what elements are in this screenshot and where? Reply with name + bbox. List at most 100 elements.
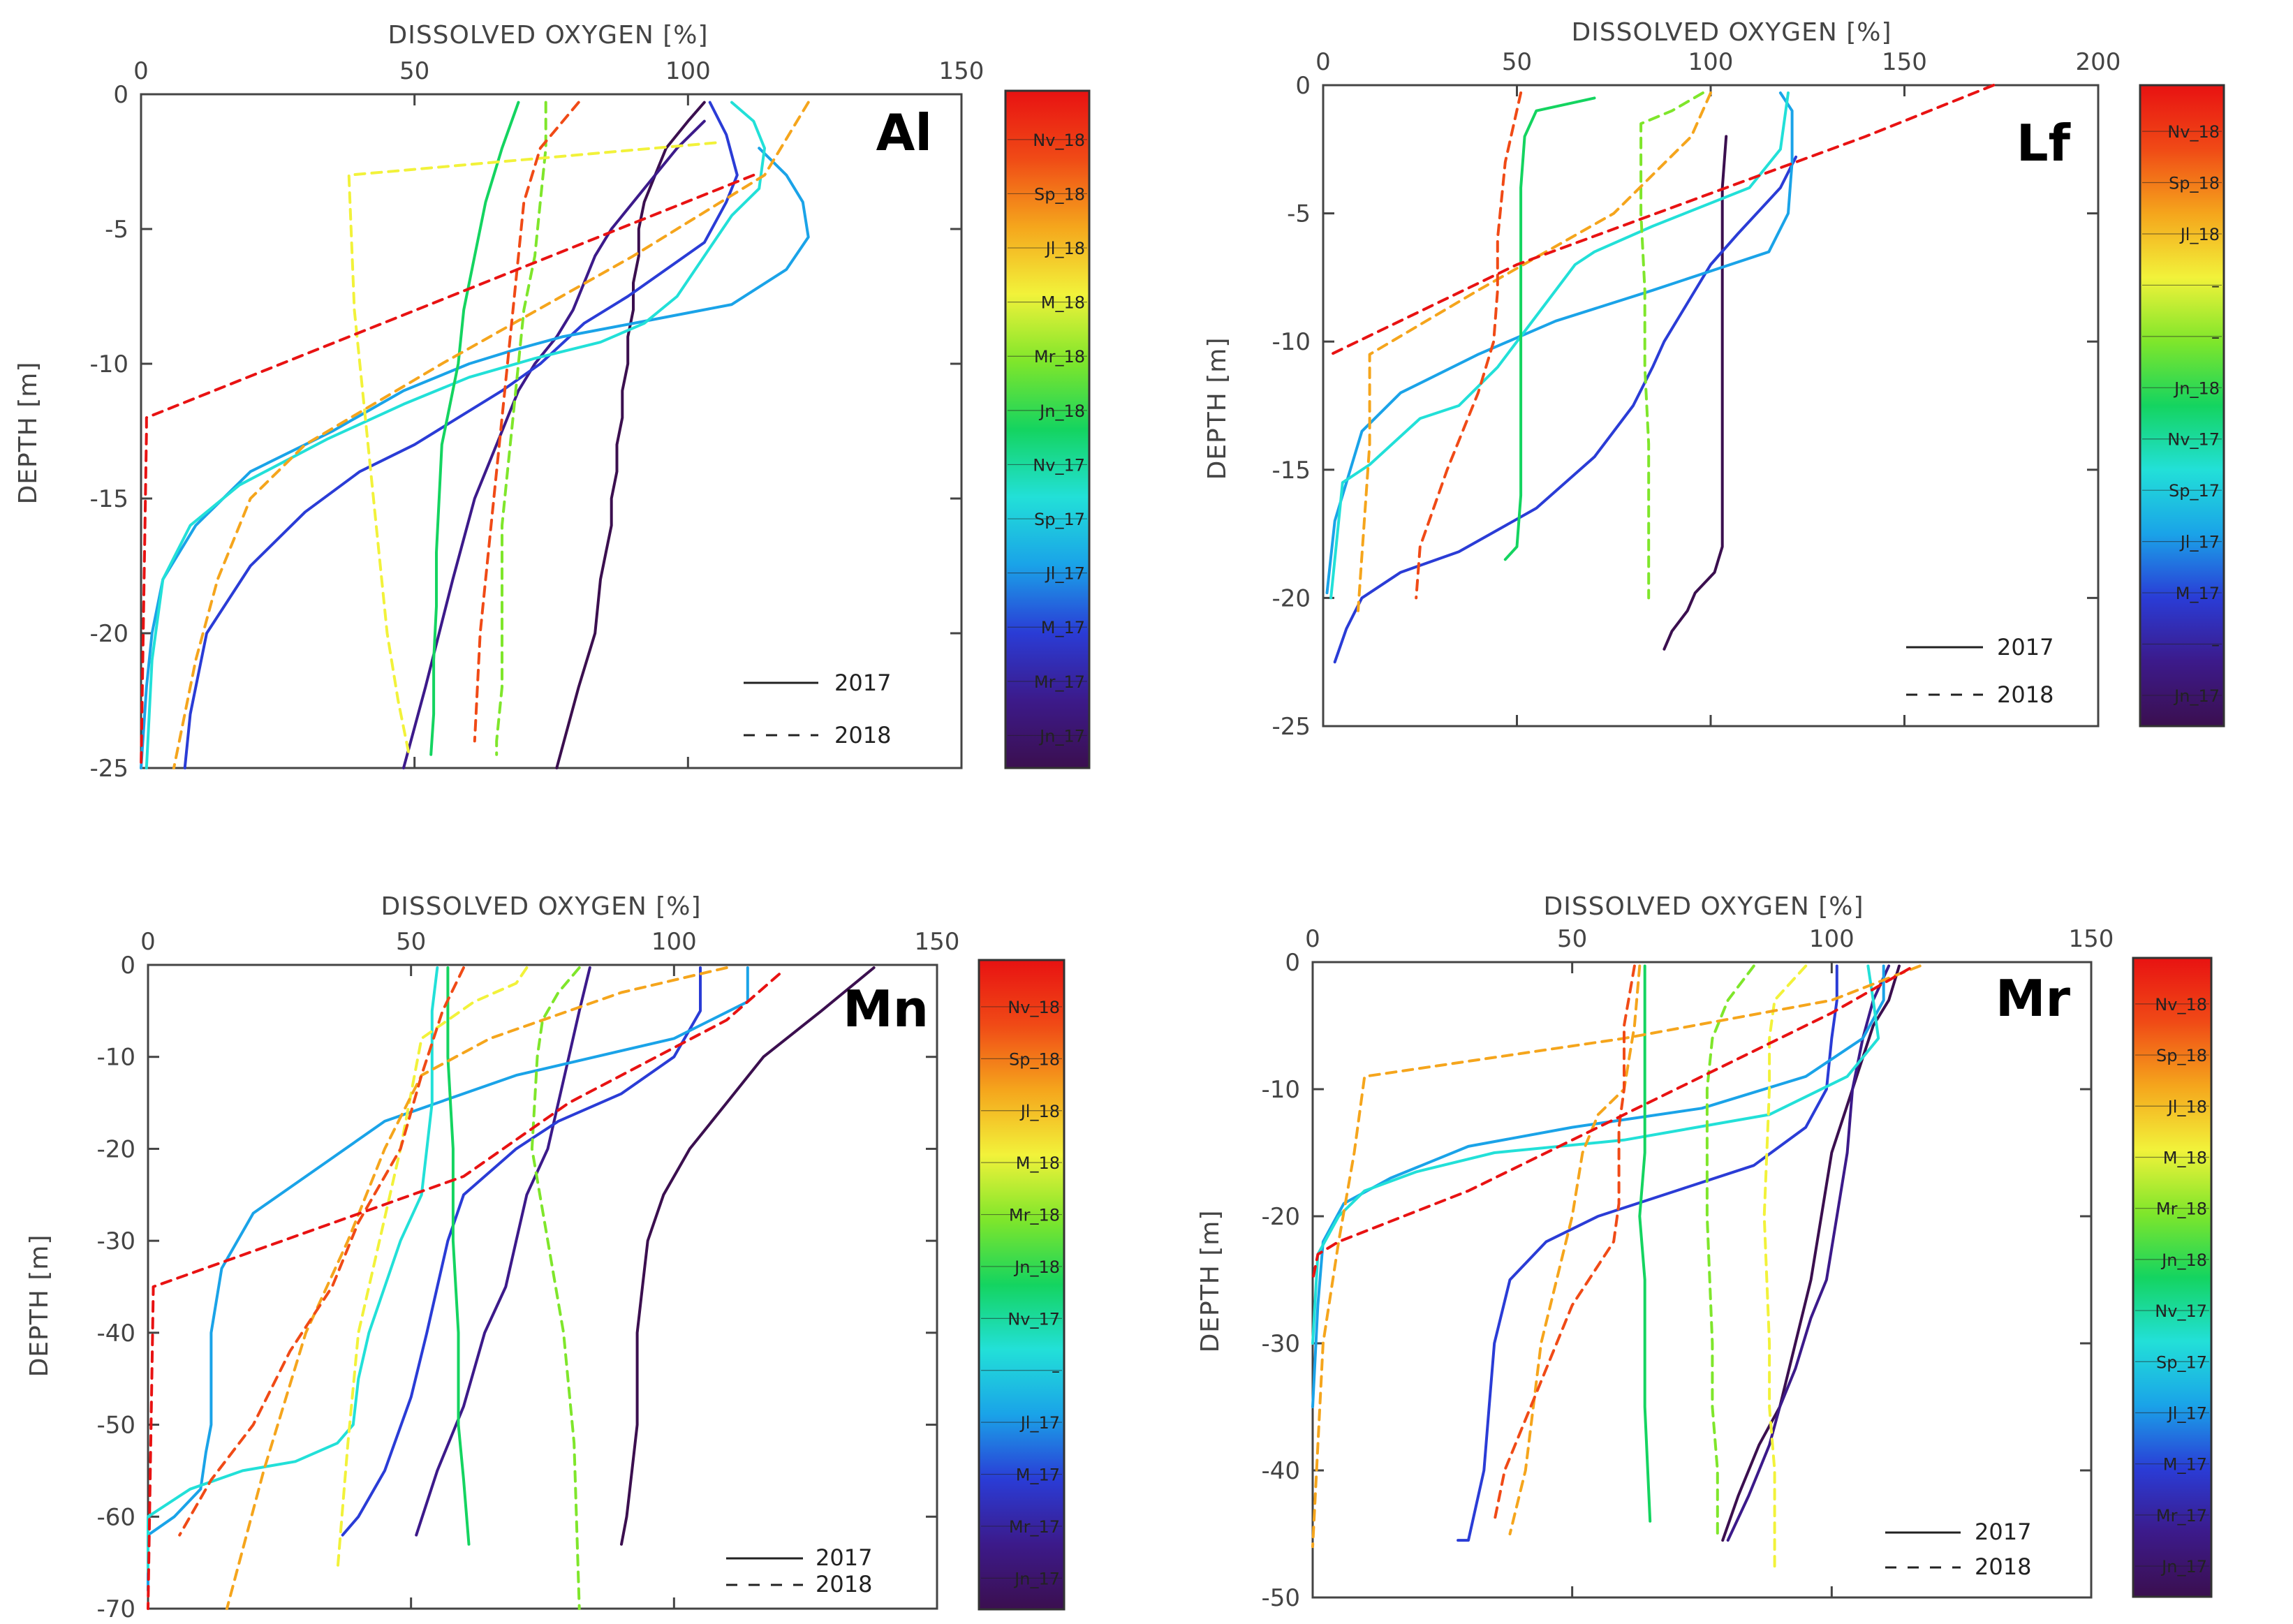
colorbar-label: Jn_17 bbox=[1013, 1569, 1060, 1588]
series-line-m-17 bbox=[1333, 155, 1798, 664]
series-line-jl-18 bbox=[1357, 91, 1712, 612]
series-line-jl-18 bbox=[172, 101, 810, 769]
series-line-nv-17 bbox=[147, 966, 439, 1574]
x-tick-label: 0 bbox=[133, 57, 149, 85]
colorbar-label: Sp_18 bbox=[2169, 174, 2220, 193]
colorbar-label: Jn_18 bbox=[2160, 1250, 2207, 1270]
series-line-jn-17 bbox=[620, 966, 876, 1546]
series-line-nv-17 bbox=[1329, 91, 1790, 600]
legend-dashed-label: 2018 bbox=[1975, 1553, 2031, 1580]
colorbar-label: Mr_18 bbox=[2156, 1199, 2207, 1219]
legend-dashed-label: 2018 bbox=[816, 1571, 872, 1597]
x-tick-label: 150 bbox=[939, 57, 985, 85]
series-line-jl-17 bbox=[147, 966, 749, 1592]
colorbar-label: Mr_17 bbox=[2156, 1506, 2207, 1526]
series-line-sp-18 bbox=[178, 966, 465, 1537]
y-tick-label: -10 bbox=[96, 1044, 135, 1072]
colorbar-label: Jn_18 bbox=[2173, 378, 2220, 398]
y-axis-title: DEPTH [m] bbox=[1196, 1210, 1225, 1353]
colorbar-label: Nv_18 bbox=[1008, 998, 1060, 1017]
colorbar-label: Jl_17 bbox=[1045, 564, 1085, 584]
series-line-mr-17 bbox=[402, 119, 706, 769]
colorbar-label: Mr_17 bbox=[1034, 672, 1085, 692]
y-tick-label: -30 bbox=[1261, 1330, 1300, 1358]
plot-frame bbox=[1322, 84, 2100, 728]
series-line-jn-17 bbox=[1721, 964, 1901, 1542]
series-line-jl-18b bbox=[1311, 964, 1922, 1549]
y-tick-label: -20 bbox=[89, 620, 128, 648]
x-tick-label: 0 bbox=[1305, 925, 1320, 953]
panel-label: Al bbox=[876, 103, 932, 162]
plot-frame bbox=[1311, 961, 2093, 1599]
y-tick-label: 0 bbox=[120, 952, 135, 980]
series-line-jl-18 bbox=[226, 966, 728, 1610]
panel-mr: DISSOLVED OXYGEN [%] DEPTH [m] 0 50 100 150… bbox=[1196, 892, 2213, 1612]
y-tick-label: -50 bbox=[1261, 1584, 1300, 1612]
colorbar-label: Sp_17 bbox=[1034, 510, 1085, 529]
series-line-sp-18 bbox=[1415, 91, 1523, 600]
series-line-sp-18 bbox=[473, 101, 580, 743]
legend-solid-label: 2017 bbox=[816, 1544, 872, 1571]
y-tick-label: -10 bbox=[1261, 1076, 1300, 1104]
x-tick-label: 50 bbox=[396, 928, 426, 956]
series-line-m-17 bbox=[1457, 964, 1838, 1542]
plot-frame bbox=[140, 93, 963, 769]
y-tick-label: -60 bbox=[96, 1503, 135, 1531]
x-tick-label: 100 bbox=[651, 928, 697, 956]
y-tick-label: -40 bbox=[1261, 1457, 1300, 1485]
colorbar-label: Jl_17 bbox=[2167, 1403, 2207, 1423]
panel-mn: DISSOLVED OXYGEN [%] DEPTH [m] 0 50 100 150… bbox=[25, 892, 1066, 1623]
y-tick-label: -10 bbox=[89, 350, 128, 378]
legend-dashed-label: 2018 bbox=[1997, 681, 2054, 708]
series-line-mr-18 bbox=[1705, 964, 1755, 1535]
legend: 2017 2018 bbox=[744, 670, 891, 748]
colorbar-label: Mr_18 bbox=[1034, 347, 1085, 367]
y-tick-label: -30 bbox=[96, 1227, 135, 1255]
series-line-mr-17 bbox=[1726, 964, 1891, 1542]
y-tick-label: -70 bbox=[96, 1595, 135, 1623]
colorbar-label: Jl_18 bbox=[2167, 1097, 2207, 1116]
colorbar-label: – bbox=[2211, 327, 2220, 347]
series-line-jn-17 bbox=[1662, 135, 1728, 651]
colorbar-label: Mr_17 bbox=[1009, 1517, 1060, 1537]
series-line-nv-18 bbox=[1311, 967, 1911, 1281]
colorbar-label: Nv_17 bbox=[1008, 1309, 1060, 1329]
y-tick-label: 0 bbox=[113, 81, 128, 109]
colorbar-label: Jn_18 bbox=[1038, 401, 1085, 421]
x-tick-label: 150 bbox=[2069, 925, 2114, 953]
y-tick-label: -40 bbox=[96, 1320, 135, 1348]
legend: 2017 2018 bbox=[1906, 634, 2054, 708]
colorbar-label: Mr_18 bbox=[1009, 1206, 1060, 1225]
series-line-jl-18 bbox=[1508, 964, 1642, 1535]
colorbar-label: M_18 bbox=[2163, 1148, 2207, 1167]
legend-solid-label: 2017 bbox=[1975, 1519, 2031, 1545]
colorbar-label: Sp_18 bbox=[1009, 1049, 1060, 1069]
colorbar-label: – bbox=[1052, 1361, 1060, 1381]
y-tick-label: -25 bbox=[1271, 713, 1311, 741]
series-line-jn-17 bbox=[555, 101, 706, 769]
colorbar-label: Sp_17 bbox=[2156, 1352, 2207, 1372]
y-tick-label: -20 bbox=[96, 1135, 135, 1163]
colorbar-label: Nv_17 bbox=[2167, 430, 2220, 450]
colorbar-label: Nv_18 bbox=[2155, 995, 2207, 1014]
colorbar-label: Jl_18 bbox=[1019, 1102, 1060, 1121]
series-line-jl-17 bbox=[1311, 964, 1885, 1408]
colorbar-label: M_17 bbox=[1041, 618, 1085, 637]
series-line-sp-18 bbox=[1493, 964, 1636, 1523]
series-line-jn-18 bbox=[1638, 964, 1652, 1523]
y-tick-label: -5 bbox=[105, 216, 128, 244]
panel-label: Lf bbox=[2016, 114, 2071, 172]
colorbar: Nv_18 Sp_18 Jl_18 M_18 Mr_18 Jn_18 Nv_17 – Jl_17… bbox=[978, 959, 1066, 1611]
y-tick-label: -50 bbox=[96, 1412, 135, 1440]
x-tick-label: 0 bbox=[140, 928, 156, 956]
series-line-jl-17 bbox=[1325, 91, 1794, 595]
series-line-jl-17 bbox=[140, 147, 810, 769]
panel-label: Mr bbox=[1996, 969, 2071, 1028]
series-line-nv-17 bbox=[145, 101, 766, 769]
panel-lf: DISSOLVED OXYGEN [%] DEPTH [m] 0 50 100 150… bbox=[1203, 18, 2225, 741]
colorbar-gradient bbox=[1004, 89, 1091, 769]
colorbar-label: Nv_17 bbox=[1033, 455, 1085, 475]
series-line-jn-18 bbox=[1503, 96, 1596, 561]
colorbar-label: M_17 bbox=[2176, 584, 2220, 603]
colorbar-label: Jn_18 bbox=[1013, 1257, 1060, 1277]
